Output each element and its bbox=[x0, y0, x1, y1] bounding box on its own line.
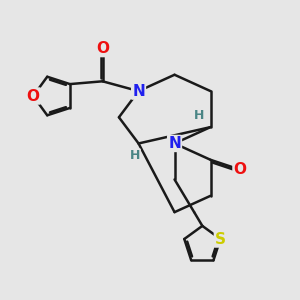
Text: N: N bbox=[132, 84, 145, 99]
Text: O: O bbox=[233, 162, 247, 177]
Text: H: H bbox=[194, 109, 204, 122]
Text: O: O bbox=[27, 88, 40, 104]
Text: S: S bbox=[215, 232, 226, 247]
Text: N: N bbox=[168, 136, 181, 151]
Text: H: H bbox=[129, 149, 140, 162]
Text: O: O bbox=[96, 41, 109, 56]
